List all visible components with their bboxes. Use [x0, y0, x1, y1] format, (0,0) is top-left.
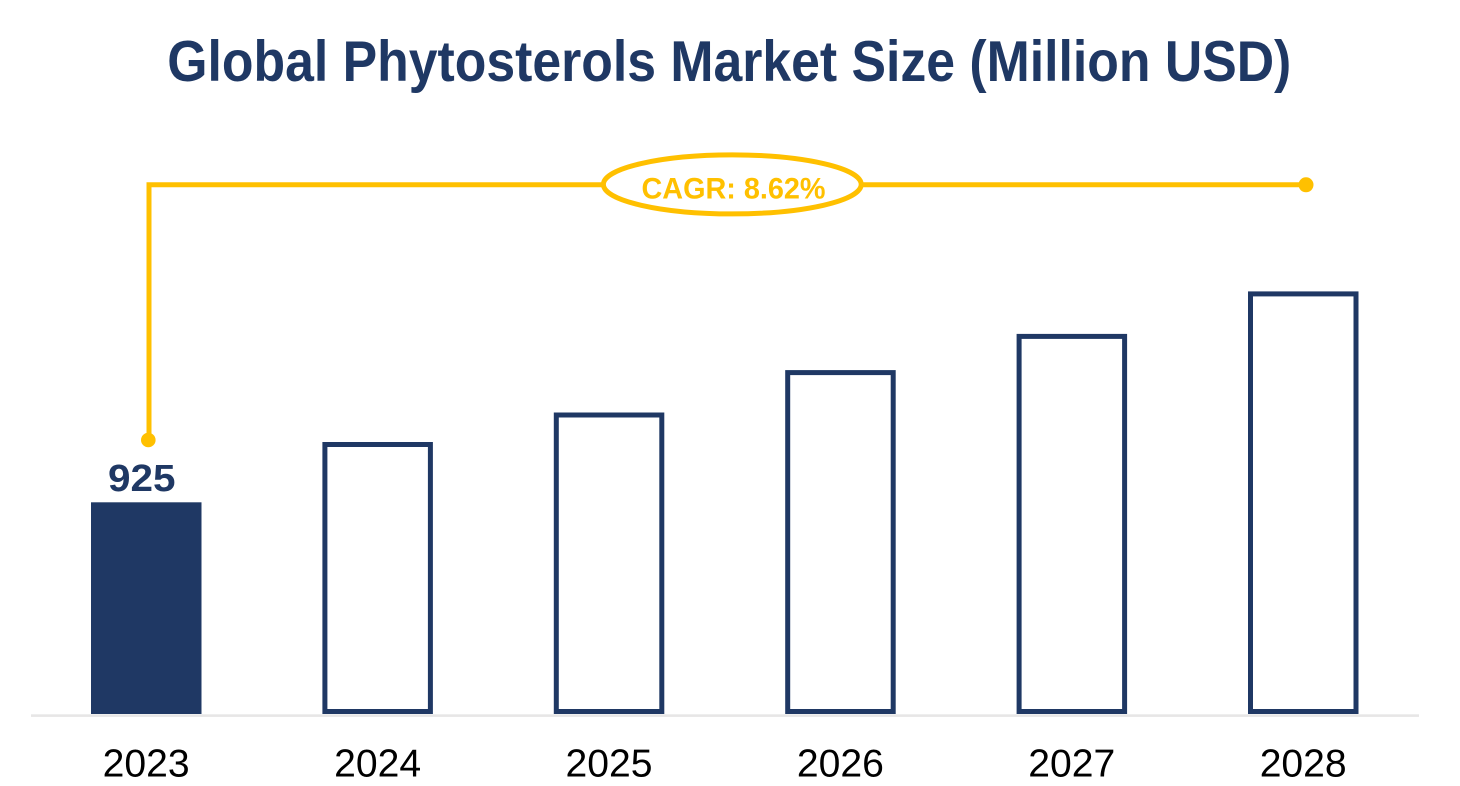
svg-text:2023: 2023: [103, 743, 190, 782]
svg-text:925: 925: [108, 458, 176, 500]
svg-text:CAGR: 8.62%: CAGR: 8.62%: [642, 173, 826, 206]
svg-text:Global Phytosterols Market Siz: Global Phytosterols Market Size (Million…: [167, 30, 1291, 94]
svg-text:2026: 2026: [797, 743, 884, 782]
svg-text:2027: 2027: [1028, 743, 1115, 782]
svg-text:2024: 2024: [334, 743, 421, 782]
svg-text:2025: 2025: [566, 743, 653, 782]
svg-text:2028: 2028: [1260, 743, 1347, 782]
